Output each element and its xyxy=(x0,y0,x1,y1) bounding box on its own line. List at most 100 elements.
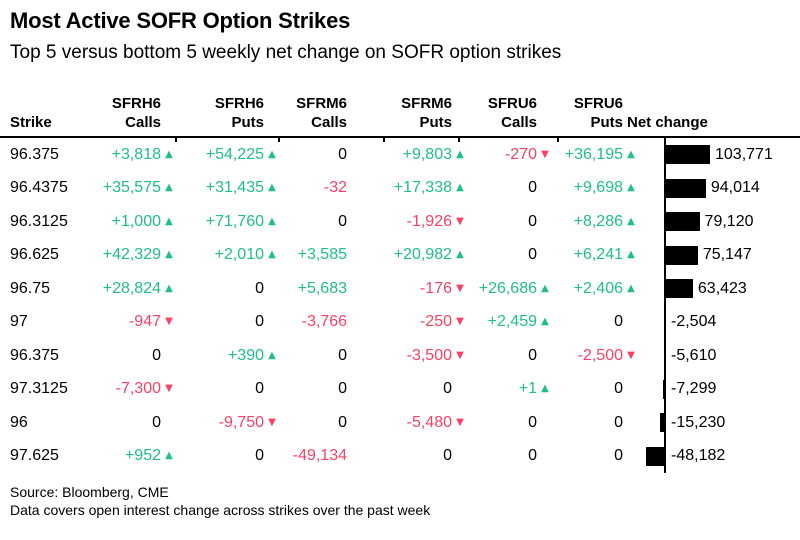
table-row: 96.375 0 +390 ▲ 0 -3,500 ▼ 0 -2,500 ▼ -5,610 xyxy=(10,339,790,373)
methodology-note: Data covers open interest change across … xyxy=(10,502,431,518)
sfru6_calls-value: 0 xyxy=(528,212,537,230)
arrow-down-icon: ▼ xyxy=(541,148,549,160)
table-row: 96.4375 +35,575 ▲ +31,435 ▲ -32 +17,338 ▲ 0 +9,69… xyxy=(10,172,790,206)
sfru6_puts-value: 0 xyxy=(614,447,623,465)
sfru6_puts-value: +9,698 ▲ xyxy=(553,179,639,197)
sfrh6_puts-value: +31,435 ▲ xyxy=(177,179,280,197)
strike-value: 96.75 xyxy=(10,279,51,297)
sfru6_puts-value: +2,406 ▲ xyxy=(553,280,639,298)
strike-value: 96.3125 xyxy=(10,212,68,230)
sfrm6_puts-value: +9,803 ▲ xyxy=(363,146,468,164)
net-change-bar xyxy=(666,279,693,298)
sfrh6_puts-value: +71,760 ▲ xyxy=(177,213,280,231)
column-header-sfrm6_puts: SFRM6 Puts xyxy=(401,95,452,131)
table-row: 96.3125 +1,000 ▲ +71,760 ▲ 0 -1,926 ▼ 0 +8,286 ▲ 79… xyxy=(10,205,790,239)
table-row: 97.625 +952 ▲ 0 -49,134 0 0 0 -48,182 xyxy=(10,440,790,474)
arrow-up-icon: ▲ xyxy=(165,249,173,261)
table-row: 96.75 +28,824 ▲ 0 +5,683 -176 ▼ +26,686 ▲ +2,406 ▲… xyxy=(10,272,790,306)
arrow-up-icon: ▲ xyxy=(268,182,276,194)
sfrm6_puts-value: -1,926 ▼ xyxy=(363,213,468,231)
strike-value: 97.625 xyxy=(10,447,59,465)
strike-table: Strike SFRH6 Calls SFRH6 Puts SFRM6 Calls SFRM6… xyxy=(0,66,800,473)
arrow-down-icon: ▼ xyxy=(165,316,173,328)
net-change-cell: -5,610 xyxy=(639,339,790,373)
sfrh6_calls-value: +3,818 ▲ xyxy=(85,146,177,164)
sfrm6_calls-value: 0 xyxy=(338,145,347,163)
sfrm6_calls-value: +5,683 xyxy=(297,279,347,297)
sfrm6_calls-value: -49,134 xyxy=(292,447,347,465)
net-change-bar xyxy=(666,178,706,198)
net-change-bar xyxy=(659,413,666,432)
net-change-cell: 94,014 xyxy=(639,172,790,206)
table-row: 97 -947 ▼ 0 -3,766 -250 ▼ +2,459 ▲ 0 -2,504 xyxy=(10,306,790,340)
sfrm6_puts-value: -250 ▼ xyxy=(363,313,468,331)
table-row: 97.3125 -7,300 ▼ 0 0 0 +1 ▲ 0 -7,299 xyxy=(10,373,790,407)
column-header-strike: Strike xyxy=(10,114,52,131)
arrow-up-icon: ▲ xyxy=(268,249,276,261)
arrow-up-icon: ▲ xyxy=(627,182,635,194)
sfrm6_puts-value: +20,982 ▲ xyxy=(363,246,468,264)
net-change-label: 63,423 xyxy=(697,279,747,297)
net-change-cell: -48,182 xyxy=(639,440,790,474)
net-change-cell: 75,147 xyxy=(639,239,790,273)
net-change-label: -2,504 xyxy=(671,313,717,331)
strike-value: 96.375 xyxy=(10,145,59,163)
net-change-cell: 63,423 xyxy=(639,272,790,306)
sfrh6_puts-value: +2,010 ▲ xyxy=(177,246,280,264)
sfrh6_calls-value: +1,000 ▲ xyxy=(85,213,177,231)
arrow-up-icon: ▲ xyxy=(541,282,549,294)
sfru6_puts-value: +8,286 ▲ xyxy=(553,213,639,231)
column-tick xyxy=(383,138,385,142)
column-header-net_change: Net change xyxy=(627,114,708,131)
sfrm6_calls-value: -3,766 xyxy=(301,313,347,331)
sfru6_calls-value: +26,686 ▲ xyxy=(468,280,553,298)
table-row: 96.375 +3,818 ▲ +54,225 ▲ 0 +9,803 ▲ -270 ▼ +36,19… xyxy=(10,138,790,172)
arrow-up-icon: ▲ xyxy=(165,182,173,194)
arrow-up-icon: ▲ xyxy=(268,148,276,160)
sfrm6_puts-value: -176 ▼ xyxy=(363,280,468,298)
sfru6_calls-value: +1 ▲ xyxy=(468,380,553,398)
sfrh6_calls-value: +952 ▲ xyxy=(85,447,177,465)
sfru6_calls-value: 0 xyxy=(528,179,537,197)
net-change-cell: 79,120 xyxy=(639,205,790,239)
arrow-up-icon: ▲ xyxy=(627,215,635,227)
sfrh6_puts-value: 0 xyxy=(255,380,264,398)
net-change-bar xyxy=(663,346,666,365)
sfrm6_calls-value: +3,585 xyxy=(297,246,347,264)
sfrm6_puts-value: -3,500 ▼ xyxy=(363,347,468,365)
arrow-down-icon: ▼ xyxy=(627,349,635,361)
sfru6_calls-value: -270 ▼ xyxy=(468,146,553,164)
arrow-up-icon: ▲ xyxy=(165,282,173,294)
table-body: 96.375 +3,818 ▲ +54,225 ▲ 0 +9,803 ▲ -270 ▼ +36,19… xyxy=(10,138,790,473)
net-change-label: 103,771 xyxy=(715,145,773,163)
sfrm6_calls-value: 0 xyxy=(338,346,347,364)
column-header-sfrh6_puts: SFRH6 Puts xyxy=(214,95,264,131)
net-change-bar xyxy=(666,245,698,265)
arrow-up-icon: ▲ xyxy=(541,383,549,395)
net-change-bar xyxy=(662,379,666,399)
column-header-sfru6_puts: SFRU6 Puts xyxy=(573,95,623,131)
sfru6_puts-value: 0 xyxy=(614,313,623,331)
column-tick xyxy=(175,138,177,142)
sfrm6_puts-value: 0 xyxy=(443,447,452,465)
strike-value: 96.625 xyxy=(10,246,59,264)
sfrh6_calls-value: +42,329 ▲ xyxy=(85,246,177,264)
arrow-up-icon: ▲ xyxy=(627,148,635,160)
strike-value: 97.3125 xyxy=(10,380,68,398)
net-change-label: -15,230 xyxy=(671,413,726,431)
sfrh6_calls-value: +35,575 ▲ xyxy=(85,179,177,197)
column-tick xyxy=(278,138,280,142)
sfrm6_puts-value: +17,338 ▲ xyxy=(363,179,468,197)
net-change-label: 79,120 xyxy=(704,212,754,230)
page-title: Most Active SOFR Option Strikes xyxy=(10,8,351,33)
table-row: 96 0 -9,750 ▼ 0 -5,480 ▼ 0 0 -15,230 xyxy=(10,406,790,440)
net-change-cell: 103,771 xyxy=(639,138,790,172)
net-change-label: -5,610 xyxy=(671,346,717,364)
sfru6_calls-value: 0 xyxy=(528,447,537,465)
column-tick xyxy=(557,138,559,142)
sfrm6_calls-value: -32 xyxy=(323,179,347,197)
net-change-bar xyxy=(666,145,710,164)
sfrm6_calls-value: 0 xyxy=(338,380,347,398)
column-header-sfrm6_calls: SFRM6 Calls xyxy=(296,95,347,131)
arrow-up-icon: ▲ xyxy=(165,215,173,227)
